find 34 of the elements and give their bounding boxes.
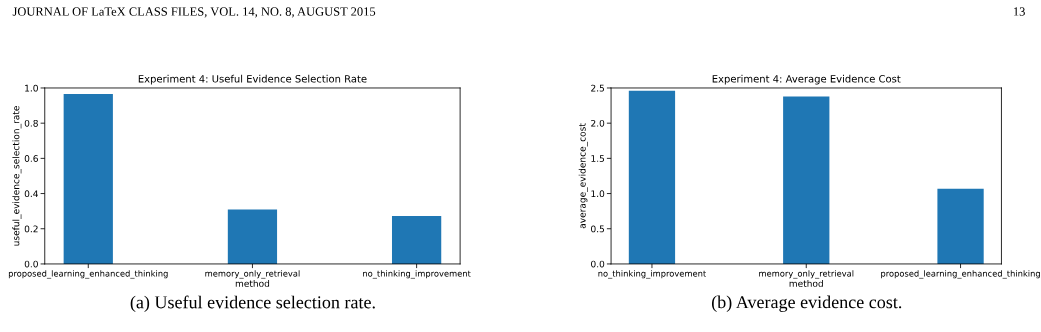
text: (a) Useful evidence selection rate. bbox=[130, 295, 375, 313]
x-axis-title: method bbox=[235, 279, 270, 287]
chart-title: Experiment 4: Useful Evidence Selection Rate bbox=[138, 74, 367, 85]
chart-title: Experiment 4: Average Evidence Cost bbox=[712, 74, 901, 85]
y-tick-label: 2.0 bbox=[591, 119, 605, 127]
y-tick-label: 0.0 bbox=[24, 260, 38, 268]
y-tick-label: 1.0 bbox=[25, 84, 38, 92]
x-tick-label: no_thinking_improvement bbox=[363, 270, 471, 279]
y-tick-label: 0.2 bbox=[24, 225, 38, 233]
bar bbox=[937, 188, 984, 264]
y-tick-label: 0.6 bbox=[24, 155, 38, 162]
x-tick-label: no_thinking_improvement bbox=[598, 270, 706, 279]
y-axis-title: useful_evidence_selection_rate bbox=[12, 106, 22, 246]
y-tick-label: 2.5 bbox=[591, 84, 605, 92]
text: JOURNAL OF LaTeX CLASS FILES, VOL. 14, NO. 8, AUGUST 2015 bbox=[12, 7, 376, 18]
y-tick-label: 1.5 bbox=[591, 155, 605, 162]
bar bbox=[783, 96, 830, 264]
x-axis-title: method bbox=[789, 279, 823, 287]
x-tick-label: memory_only_retrieval bbox=[205, 270, 300, 279]
y-tick-label: 0.8 bbox=[24, 119, 38, 127]
y-tick-label: 0.4 bbox=[24, 190, 39, 198]
x-tick-label: proposed_learning_enhanced_thinking bbox=[8, 270, 168, 279]
y-axis-title: average_evidence_cost bbox=[578, 123, 588, 229]
text: 13 bbox=[1013, 7, 1025, 16]
x-tick-label: memory_only_retrieval bbox=[759, 270, 854, 279]
x-tick-label: proposed_learning_enhanced_thinking bbox=[881, 270, 1040, 279]
text: (b) Average evidence cost. bbox=[711, 295, 902, 312]
bar bbox=[227, 209, 278, 264]
bar bbox=[628, 90, 676, 264]
y-tick-label: 0.0 bbox=[591, 260, 605, 268]
bar bbox=[63, 93, 113, 264]
y-tick-label: 0.5 bbox=[591, 225, 605, 233]
bar bbox=[391, 216, 442, 264]
y-tick-label: 1.0 bbox=[591, 190, 605, 198]
